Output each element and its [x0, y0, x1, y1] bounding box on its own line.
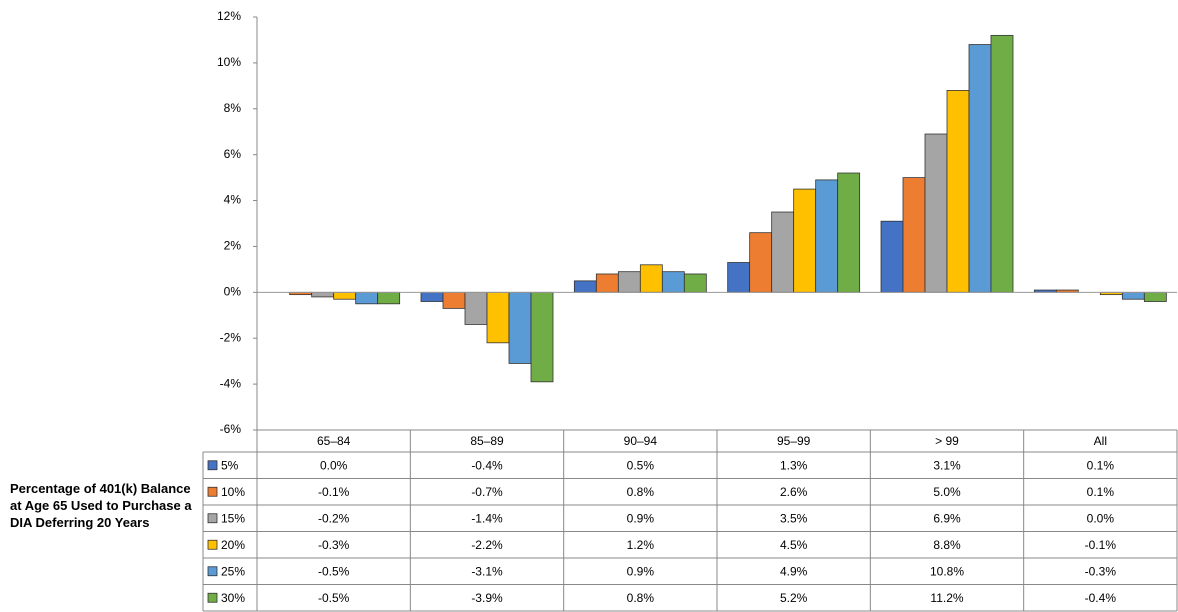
bar: [377, 291, 401, 305]
legend-label: 5%: [221, 458, 239, 472]
table-cell: -0.5%: [318, 564, 350, 578]
legend-label: 10%: [221, 485, 245, 499]
table-cell: 0.1%: [1087, 485, 1115, 499]
table-cell: -0.4%: [471, 458, 503, 472]
table-cell: 1.2%: [627, 538, 655, 552]
x-tick-label: 90–94: [624, 434, 658, 448]
table-row-header: Percentage of 401(k) Balance at Age 65 U…: [10, 481, 192, 530]
table-cell: 10.8%: [930, 564, 964, 578]
legend-swatch: [207, 460, 218, 471]
table-cell: -1.4%: [471, 511, 503, 525]
table-cell: -3.9%: [471, 591, 503, 605]
legend-swatch: [207, 592, 218, 603]
legend-label: 30%: [221, 591, 245, 605]
x-tick-label: 85–89: [470, 434, 504, 448]
table-cell: 0.0%: [320, 458, 348, 472]
x-tick-label: 65–84: [317, 434, 351, 448]
bar: [815, 179, 839, 293]
bar: [749, 232, 773, 293]
table-cell: -0.5%: [318, 591, 350, 605]
bar: [968, 44, 992, 293]
table-cell: 3.1%: [933, 458, 961, 472]
table-cell: -0.1%: [1085, 538, 1117, 552]
legend-swatch: [207, 486, 218, 497]
bar: [837, 172, 861, 293]
bar: [639, 264, 663, 293]
table-cell: 1.3%: [780, 458, 808, 472]
bar: [793, 188, 817, 293]
table-cell: 4.5%: [780, 538, 808, 552]
table-cell: -0.3%: [318, 538, 350, 552]
legend-swatch: [207, 566, 218, 577]
table-cell: 3.5%: [780, 511, 808, 525]
table-cell: -2.2%: [471, 538, 503, 552]
bar: [1121, 291, 1145, 300]
table-cell: 4.9%: [780, 564, 808, 578]
x-tick-label: All: [1094, 434, 1107, 448]
bar: [946, 90, 970, 293]
bar: [508, 291, 532, 364]
legend-swatch: [207, 513, 218, 524]
bar: [683, 273, 707, 293]
bar: [771, 211, 795, 293]
bar: [486, 291, 510, 344]
bar: [990, 34, 1014, 293]
y-tick-label: 12%: [217, 9, 241, 23]
bar: [617, 271, 641, 293]
bar: [464, 291, 488, 325]
table-cell: 2.6%: [780, 485, 808, 499]
table-cell: 6.9%: [933, 511, 961, 525]
table-cell: 0.8%: [627, 591, 655, 605]
legend-label: 15%: [221, 511, 245, 525]
bar: [661, 271, 685, 293]
bar: [1143, 291, 1167, 302]
table-cell: 0.9%: [627, 511, 655, 525]
table-cell: 11.2%: [930, 591, 963, 605]
x-tick-label: > 99: [935, 434, 959, 448]
table-cell: 0.9%: [627, 564, 655, 578]
table-cell: 0.1%: [1087, 458, 1115, 472]
y-tick-label: -6%: [220, 422, 242, 436]
legend-swatch: [207, 539, 218, 550]
bar: [311, 291, 335, 298]
table-cell: 0.5%: [627, 458, 655, 472]
bar: [420, 291, 444, 302]
table-cell: -0.4%: [1085, 591, 1117, 605]
table-cell: 0.8%: [627, 485, 655, 499]
bar: [355, 291, 379, 305]
bar: [442, 291, 466, 309]
bar: [880, 220, 904, 293]
legend-label: 20%: [221, 538, 245, 552]
y-tick-label: 0%: [224, 285, 242, 299]
y-tick-label: 2%: [224, 239, 242, 253]
y-tick-label: -2%: [220, 330, 242, 344]
y-tick-label: 10%: [217, 55, 241, 69]
table-cell: -0.1%: [318, 485, 350, 499]
table-cell: 8.8%: [933, 538, 961, 552]
table-cell: -0.3%: [1085, 564, 1117, 578]
legend-label: 25%: [221, 564, 245, 578]
bar: [727, 262, 751, 293]
y-tick-label: 6%: [224, 147, 242, 161]
y-tick-label: 8%: [224, 101, 242, 115]
table-cell: -0.2%: [318, 511, 350, 525]
bar: [924, 133, 948, 293]
bar: [333, 291, 357, 300]
bar: [530, 291, 554, 383]
bar: [595, 273, 619, 293]
table-cell: 0.0%: [1087, 511, 1115, 525]
y-tick-label: -4%: [220, 376, 242, 390]
y-tick-label: 4%: [224, 193, 242, 207]
table-cell: -3.1%: [471, 564, 503, 578]
table-cell: -0.7%: [471, 485, 503, 499]
bar: [573, 280, 597, 293]
table-cell: 5.2%: [780, 591, 808, 605]
x-tick-label: 95–99: [777, 434, 811, 448]
table-cell: 5.0%: [933, 485, 961, 499]
bar: [902, 177, 926, 293]
